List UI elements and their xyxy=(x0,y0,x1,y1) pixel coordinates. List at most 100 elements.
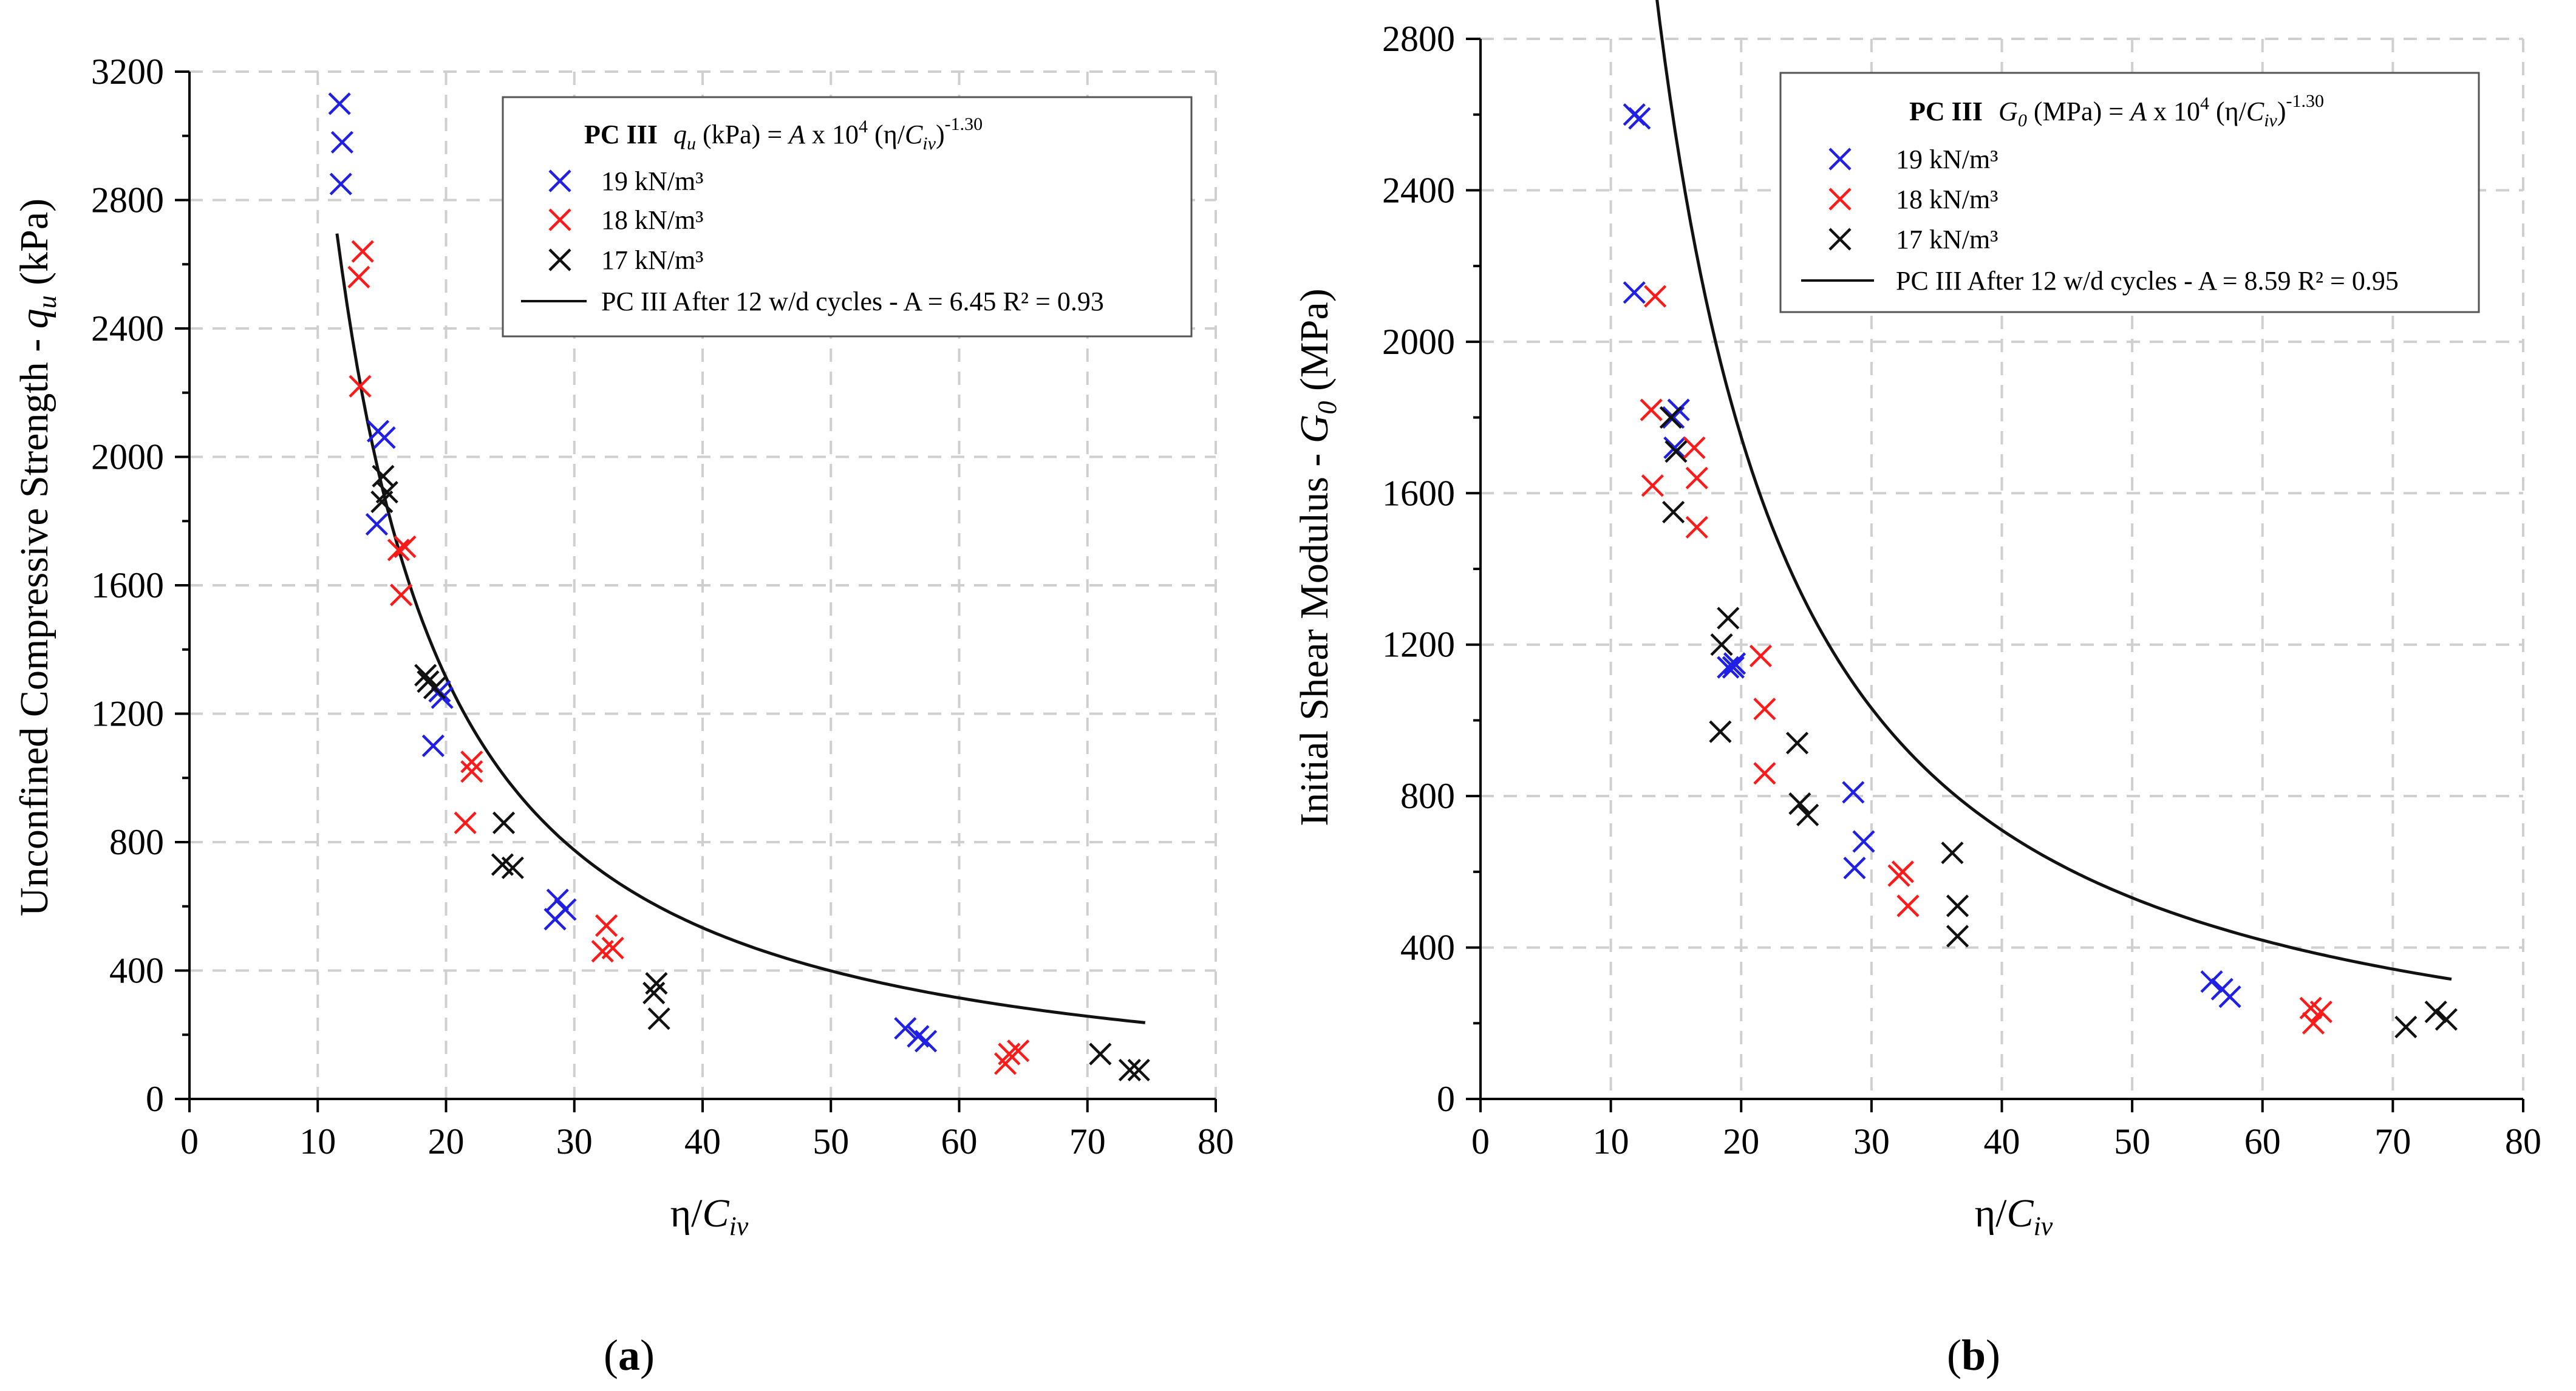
x-tick-label: 60 xyxy=(941,1121,978,1161)
data-point-s1-stroke xyxy=(2302,1012,2325,1035)
data-point-s1 xyxy=(387,539,410,562)
legend-marker-x-stroke xyxy=(1828,148,1852,171)
x-tick-label: 80 xyxy=(1198,1121,1234,1161)
legend-marker-19 xyxy=(1828,148,1852,171)
data-point-s2-stroke xyxy=(1785,732,1809,755)
data-point-s1 xyxy=(1683,436,1706,460)
data-point-s2 xyxy=(1788,792,1811,815)
data-point-s1-stroke xyxy=(1683,436,1706,460)
data-point-s2-stroke xyxy=(1089,1042,1112,1066)
y-tick-label: 0 xyxy=(1437,1079,1455,1119)
data-point-s2 xyxy=(1796,803,1819,826)
data-point-s0 xyxy=(365,512,389,536)
data-point-s1 xyxy=(460,760,483,783)
y-tick-label: 2800 xyxy=(1382,19,1455,59)
data-points xyxy=(1623,103,2458,1039)
legend-box xyxy=(502,96,1193,338)
data-point-s2-stroke xyxy=(1710,633,1733,656)
data-point-s1-stroke xyxy=(1753,762,1776,785)
data-point-s2-stroke xyxy=(414,664,437,687)
y-tick-label: 2800 xyxy=(91,180,164,220)
data-point-s0 xyxy=(373,426,396,449)
data-point-s2 xyxy=(2424,1000,2447,1024)
data-point-s1 xyxy=(1749,644,1773,668)
x-tick-label: 0 xyxy=(180,1121,199,1161)
data-point-s2 xyxy=(1785,732,1809,755)
x-tick-label: 10 xyxy=(299,1121,336,1161)
data-point-s1 xyxy=(349,375,372,398)
legend: PC III G0 (MPa) = A x 104 (η/Civ)-1.30 19… xyxy=(1779,72,2480,313)
data-point-s1-stroke xyxy=(2309,1000,2332,1024)
legend-label-17: 17 kN/m³ xyxy=(1896,225,1998,254)
legend-marker-x-stroke xyxy=(548,169,571,192)
data-point-s0-stroke xyxy=(328,92,351,115)
y-tick-label: 0 xyxy=(146,1079,164,1119)
legend-label-fit: PC III After 12 w/d cycles - A = 6.45 R²… xyxy=(601,287,1104,316)
data-point-s2-stroke xyxy=(642,981,666,1005)
data-point-s2 xyxy=(370,490,394,514)
legend-marker-x-stroke xyxy=(1828,188,1852,211)
data-point-s2 xyxy=(1946,894,1969,917)
data-point-s1 xyxy=(1685,466,1708,489)
data-point-s0-stroke xyxy=(1722,656,1745,679)
data-point-s0-stroke xyxy=(431,686,454,709)
data-point-s1-stroke xyxy=(1685,466,1708,489)
data-point-s0-stroke xyxy=(421,734,445,757)
legend-marker-18 xyxy=(548,208,571,231)
data-point-s1-stroke xyxy=(389,583,413,607)
data-point-s2-stroke xyxy=(1788,792,1811,815)
legend-label-18: 18 kN/m³ xyxy=(601,205,703,235)
x-tick-label: 30 xyxy=(1853,1121,1890,1161)
y-tick-label: 2400 xyxy=(91,308,164,349)
data-point-s0 xyxy=(328,92,351,115)
data-point-s2 xyxy=(423,676,446,699)
data-point-s0 xyxy=(1663,436,1686,460)
y-axis-title: Unconfined Compressive Strength - qu (kP… xyxy=(12,199,62,916)
data-point-s2-stroke xyxy=(1796,803,1819,826)
data-point-s0-stroke xyxy=(1852,830,1875,853)
data-point-s0-stroke xyxy=(914,1030,938,1053)
y-tick-label: 2400 xyxy=(1382,170,1455,210)
data-point-s1-stroke xyxy=(595,914,618,937)
legend-title: PC III G0 (MPa) = A x 104 (η/Civ)-1.30 xyxy=(1909,91,2324,131)
x-tick-label: 40 xyxy=(684,1121,721,1161)
legend-marker-x-stroke xyxy=(548,248,571,271)
data-point-s1 xyxy=(1753,698,1776,721)
data-point-s2 xyxy=(501,856,524,879)
x-tick-label: 20 xyxy=(428,1121,465,1161)
data-point-s2-stroke xyxy=(1709,720,1732,743)
data-point-s2-stroke xyxy=(1665,440,1688,463)
axes xyxy=(175,70,1217,1112)
data-point-s2-stroke xyxy=(1659,406,1682,429)
data-point-s0-stroke xyxy=(546,888,569,911)
data-point-s2 xyxy=(647,1007,670,1030)
data-point-s0-stroke xyxy=(1843,857,1866,880)
y-tick-label: 800 xyxy=(109,822,164,862)
panel-label-a: (a) xyxy=(604,1331,655,1379)
y-tick-labels: 0 400 800 1200 1600 2000 2400 2800 xyxy=(1382,19,1455,1119)
data-point-s1-stroke xyxy=(351,240,374,263)
data-point-s2 xyxy=(1717,607,1740,630)
data-point-s0 xyxy=(1628,107,1651,130)
data-point-s1 xyxy=(1641,474,1664,497)
data-point-s2 xyxy=(2394,1015,2418,1039)
legend-marker-17 xyxy=(1828,228,1852,251)
data-point-s0-stroke xyxy=(1628,107,1651,130)
legend-marker-x-stroke xyxy=(548,208,571,231)
x-tick-labels: 0 10 20 30 40 50 60 70 80 xyxy=(180,1121,1234,1161)
fit-curve xyxy=(335,233,1146,1024)
data-point-s1 xyxy=(394,535,417,559)
data-point-s2-stroke xyxy=(491,853,514,876)
data-point-s0-stroke xyxy=(1717,656,1740,679)
data-point-s2 xyxy=(2435,1008,2458,1031)
data-point-s1-stroke xyxy=(1749,644,1773,668)
x-tick-label: 40 xyxy=(1984,1121,2020,1161)
data-point-s1 xyxy=(351,240,374,263)
legend-marker-x xyxy=(1828,148,1852,171)
legend-label-fit: PC III After 12 w/d cycles - A = 8.59 R²… xyxy=(1896,266,2399,296)
data-point-s1-stroke xyxy=(993,1052,1017,1075)
y-tick-label: 2000 xyxy=(1382,322,1455,362)
data-point-s1-stroke xyxy=(1896,894,1920,917)
x-tick-label: 70 xyxy=(2374,1121,2411,1161)
